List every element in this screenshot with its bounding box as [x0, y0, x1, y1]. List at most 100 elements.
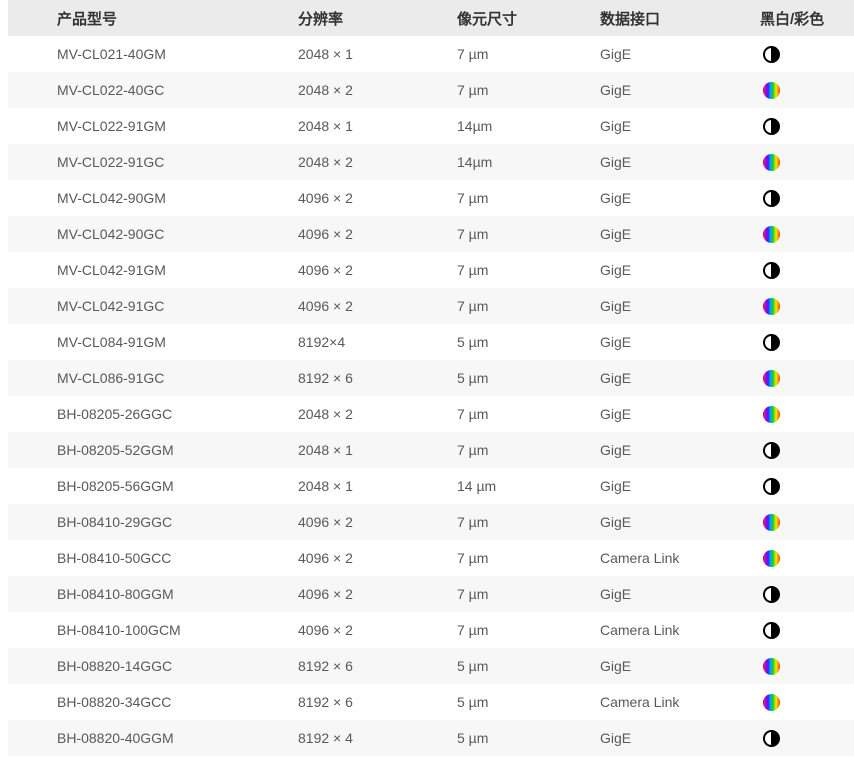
mono-color-cell [760, 729, 854, 747]
resolution-cell: 8192×4 [298, 334, 346, 350]
rainbow-circle-icon [763, 549, 780, 567]
resolution-cell: 2048 × 2 [298, 406, 353, 422]
mono-color-cell [760, 477, 854, 495]
pixel-size-cell: 7 µm [457, 514, 489, 530]
mono-half-circle-icon [763, 621, 780, 639]
mono-color-cell [760, 693, 854, 711]
pixel-size-cell: 5 µm [457, 730, 489, 746]
mono-color-cell [760, 225, 854, 243]
model-cell: BH-08410-29GGC [57, 514, 173, 530]
table-row: MV-CL022-91GM 2048 × 1 14µm GigE [8, 108, 854, 144]
interface-cell: GigE [600, 406, 632, 422]
mono-color-cell [760, 513, 854, 531]
model-cell: BH-08205-56GGM [57, 478, 174, 494]
table-row: MV-CL042-91GM 4096 × 2 7 µm GigE [8, 252, 854, 288]
pixel-size-cell: 14 µm [457, 478, 497, 494]
interface-cell: GigE [600, 514, 632, 530]
rainbow-circle-icon [763, 513, 780, 531]
mono-color-cell [760, 405, 854, 423]
model-cell: BH-08205-26GGC [57, 406, 173, 422]
model-cell: MV-CL021-40GM [57, 46, 166, 62]
rainbow-circle-icon [763, 297, 780, 315]
interface-cell: GigE [600, 118, 632, 134]
mono-color-cell [760, 657, 854, 675]
model-cell: BH-08410-50GCC [57, 550, 172, 566]
table-row: MV-CL086-91GC 8192 × 6 5 µm GigE [8, 360, 854, 396]
resolution-cell: 8192 × 4 [298, 730, 353, 746]
interface-cell: Camera Link [600, 622, 680, 638]
pixel-size-cell: 7 µm [457, 190, 489, 206]
interface-cell: GigE [600, 658, 632, 674]
table-row: MV-CL021-40GM 2048 × 1 7 µm GigE [8, 36, 854, 72]
header-interface: 数据接口 [600, 10, 661, 28]
pixel-size-cell: 14µm [457, 118, 493, 134]
interface-cell: GigE [600, 298, 632, 314]
pixel-size-cell: 7 µm [457, 262, 489, 278]
rainbow-circle-icon [763, 81, 780, 99]
interface-cell: GigE [600, 190, 632, 206]
resolution-cell: 4096 × 2 [298, 298, 353, 314]
resolution-cell: 2048 × 1 [298, 46, 353, 62]
model-cell: BH-08410-100GCM [57, 622, 181, 638]
model-cell: BH-08410-80GGM [57, 586, 174, 602]
pixel-size-cell: 7 µm [457, 82, 489, 98]
resolution-cell: 4096 × 2 [298, 586, 353, 602]
mono-color-cell [760, 333, 854, 351]
table-row: MV-CL022-40GC 2048 × 2 7 µm GigE [8, 72, 854, 108]
pixel-size-cell: 7 µm [457, 550, 489, 566]
mono-half-circle-icon [763, 729, 780, 747]
table-row: MV-CL042-91GC 4096 × 2 7 µm GigE [8, 288, 854, 324]
resolution-cell: 4096 × 2 [298, 190, 353, 206]
table-body: MV-CL021-40GM 2048 × 1 7 µm GigE MV-CL02… [8, 36, 854, 756]
resolution-cell: 2048 × 1 [298, 442, 353, 458]
rainbow-circle-icon [763, 657, 780, 675]
model-cell: BH-08820-14GGC [57, 658, 173, 674]
model-cell: MV-CL022-40GC [57, 82, 165, 98]
resolution-cell: 2048 × 1 [298, 118, 353, 134]
resolution-cell: 4096 × 2 [298, 262, 353, 278]
table-row: BH-08410-50GCC 4096 × 2 7 µm Camera Link [8, 540, 854, 576]
resolution-cell: 4096 × 2 [298, 226, 353, 242]
model-cell: BH-08820-40GGM [57, 730, 174, 746]
mono-half-circle-icon [763, 45, 780, 63]
pixel-size-cell: 7 µm [457, 298, 489, 314]
interface-cell: GigE [600, 334, 632, 350]
pixel-size-cell: 7 µm [457, 46, 489, 62]
resolution-cell: 4096 × 2 [298, 514, 353, 530]
model-cell: MV-CL022-91GC [57, 154, 165, 170]
model-cell: BH-08205-52GGM [57, 442, 174, 458]
table-row: BH-08410-100GCM 4096 × 2 7 µm Camera Lin… [8, 612, 854, 648]
header-pixel-size: 像元尺寸 [457, 10, 518, 28]
header-resolution: 分辨率 [298, 10, 344, 28]
resolution-cell: 4096 × 2 [298, 550, 353, 566]
pixel-size-cell: 7 µm [457, 442, 489, 458]
interface-cell: Camera Link [600, 694, 680, 710]
mono-half-circle-icon [763, 585, 780, 603]
mono-color-cell [760, 549, 854, 567]
model-cell: MV-CL042-90GM [57, 190, 166, 206]
interface-cell: Camera Link [600, 550, 680, 566]
mono-color-cell [760, 45, 854, 63]
pixel-size-cell: 7 µm [457, 622, 489, 638]
mono-color-cell [760, 81, 854, 99]
table-row: BH-08410-80GGM 4096 × 2 7 µm GigE [8, 576, 854, 612]
model-cell: MV-CL042-91GC [57, 298, 165, 314]
table-row: BH-08820-34GCC 8192 × 6 5 µm Camera Link [8, 684, 854, 720]
mono-color-cell [760, 369, 854, 387]
interface-cell: GigE [600, 442, 632, 458]
table-row: BH-08820-40GGM 8192 × 4 5 µm GigE [8, 720, 854, 756]
interface-cell: GigE [600, 730, 632, 746]
table-row: BH-08205-56GGM 2048 × 1 14 µm GigE [8, 468, 854, 504]
resolution-cell: 8192 × 6 [298, 658, 353, 674]
table-row: BH-08410-29GGC 4096 × 2 7 µm GigE [8, 504, 854, 540]
pixel-size-cell: 14µm [457, 154, 493, 170]
mono-color-cell [760, 621, 854, 639]
table-row: BH-08205-26GGC 2048 × 2 7 µm GigE [8, 396, 854, 432]
model-cell: MV-CL084-91GM [57, 334, 166, 350]
header-model: 产品型号 [57, 10, 118, 28]
table-row: MV-CL084-91GM 8192×4 5 µm GigE [8, 324, 854, 360]
rainbow-circle-icon [763, 369, 780, 387]
mono-color-cell [760, 153, 854, 171]
resolution-cell: 2048 × 1 [298, 478, 353, 494]
mono-color-cell [760, 261, 854, 279]
